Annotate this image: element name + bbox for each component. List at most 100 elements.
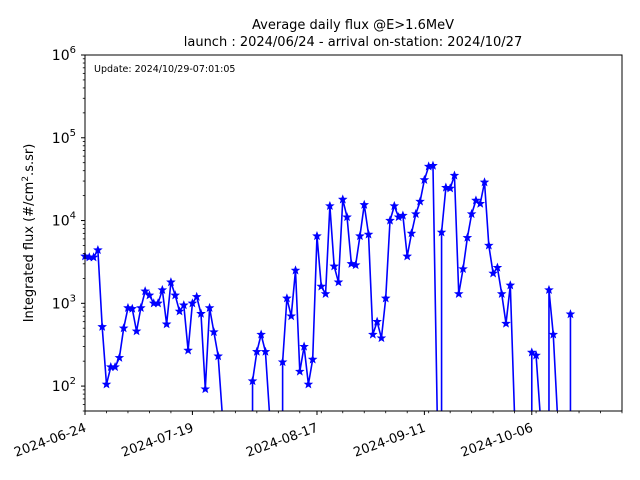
- data-point-marker: [131, 326, 142, 336]
- data-point-marker: [411, 208, 421, 219]
- data-point-marker: [501, 318, 511, 328]
- data-point-marker: [380, 293, 391, 303]
- data-point-marker: [196, 308, 206, 318]
- y-axis-label: Integrated flux (#/cm2.s.sr): [21, 144, 37, 323]
- bottom-margin-mask: [0, 411, 640, 480]
- data-point-marker: [496, 288, 507, 298]
- data-point-marker: [337, 194, 348, 204]
- data-point-marker: [312, 230, 322, 241]
- y-axis-label-main: Integrated flux (#/cm: [22, 182, 37, 323]
- data-point-marker: [277, 357, 288, 367]
- data-point-marker: [548, 329, 559, 339]
- chart-subtitle: launch : 2024/06/24 - arrival on-station…: [184, 35, 522, 50]
- data-point-marker: [187, 298, 198, 308]
- data-point-marker: [372, 316, 382, 326]
- data-point-marker: [110, 361, 120, 372]
- data-point-marker: [526, 347, 537, 357]
- chart-title: Average daily flux @E>1.6MeV: [252, 18, 454, 33]
- data-point-marker: [376, 333, 387, 343]
- data-point-marker: [174, 306, 185, 316]
- data-point-marker: [565, 309, 576, 319]
- data-point-marker: [402, 251, 412, 261]
- data-point-marker: [320, 288, 331, 298]
- data-point-marker: [406, 228, 417, 238]
- series-line: [548, 289, 559, 418]
- data-point-marker: [458, 263, 468, 274]
- data-point-marker: [101, 379, 112, 389]
- data-point-marker: [342, 212, 352, 222]
- data-point-marker: [114, 352, 125, 362]
- data-point-marker: [385, 215, 395, 225]
- data-point-marker: [204, 302, 215, 312]
- data-point-marker: [466, 208, 477, 219]
- data-point-marker: [260, 346, 271, 356]
- series-line: [251, 333, 271, 418]
- data-point-marker: [303, 379, 314, 389]
- data-point-marker: [282, 293, 292, 303]
- y-tick-label: 104: [52, 211, 76, 230]
- data-point-marker: [127, 303, 138, 313]
- data-point-marker: [505, 280, 516, 290]
- y-tick-label: 105: [52, 128, 76, 147]
- data-point-marker: [118, 323, 129, 333]
- data-point-marker: [428, 160, 438, 170]
- data-point-marker: [419, 174, 430, 184]
- data-point-marker: [213, 351, 223, 361]
- data-point-marker: [398, 210, 408, 220]
- data-point-marker: [157, 284, 168, 295]
- data-point-marker: [209, 326, 219, 337]
- data-point-marker: [191, 291, 202, 301]
- y-tick-label: 103: [52, 293, 76, 312]
- data-point-marker: [136, 302, 146, 312]
- data-point-marker: [290, 265, 301, 275]
- data-point-marker: [462, 232, 473, 242]
- y-axis-label-tail: .s.sr): [22, 144, 37, 176]
- data-point-marker: [333, 277, 344, 287]
- data-point-marker: [436, 227, 447, 237]
- data-point-marker: [359, 199, 370, 209]
- data-point-marker: [449, 170, 460, 180]
- update-annotation: Update: 2024/10/29-07:01:05: [94, 64, 235, 75]
- data-point-marker: [346, 258, 357, 268]
- data-point-marker: [140, 286, 150, 296]
- y-tick-label: 102: [52, 376, 76, 395]
- data-point-marker: [307, 354, 318, 364]
- data-point-marker: [415, 196, 425, 206]
- data-point-marker: [325, 200, 335, 211]
- data-point-marker: [350, 260, 361, 270]
- data-point-marker: [531, 350, 541, 360]
- data-point-marker: [153, 298, 163, 308]
- data-point-marker: [441, 182, 451, 192]
- data-point-marker: [144, 290, 155, 300]
- data-point-marker: [200, 384, 211, 394]
- y-axis-label-superscript: 2: [21, 176, 31, 182]
- data-point-marker: [179, 300, 189, 310]
- y-tick-label: 106: [52, 45, 76, 64]
- data-point-marker: [329, 261, 339, 271]
- data-point-marker: [93, 245, 103, 255]
- data-point-marker: [247, 376, 258, 386]
- data-point-marker: [170, 290, 181, 300]
- data-point-marker: [475, 198, 486, 208]
- data-point-marker: [252, 346, 262, 356]
- data-point-marker: [488, 268, 498, 278]
- data-point-marker: [445, 183, 455, 193]
- series-line: [281, 164, 439, 418]
- data-point-marker: [97, 321, 107, 331]
- data-point-marker: [363, 229, 374, 239]
- data-point-marker: [295, 366, 305, 376]
- data-point-marker: [368, 329, 378, 339]
- data-point-marker: [166, 277, 176, 287]
- data-point-marker: [299, 341, 309, 351]
- data-point-marker: [544, 284, 554, 295]
- data-point-marker: [161, 319, 172, 329]
- data-point-marker: [492, 262, 503, 272]
- data-point-marker: [183, 345, 193, 355]
- data-point-marker: [286, 311, 296, 321]
- data-point-marker: [484, 240, 494, 250]
- data-point-marker: [316, 281, 327, 291]
- data-point-marker: [256, 329, 266, 339]
